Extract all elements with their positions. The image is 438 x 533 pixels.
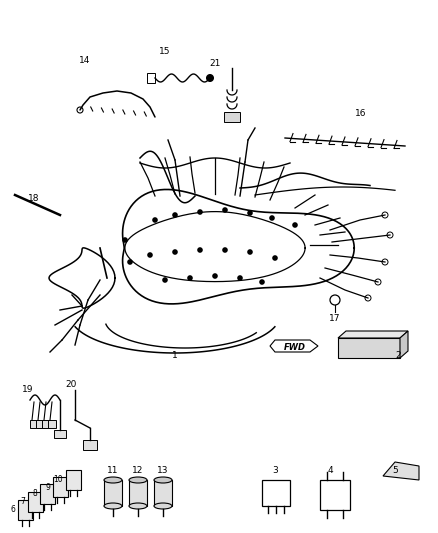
FancyBboxPatch shape <box>53 477 68 497</box>
Circle shape <box>172 249 178 255</box>
Text: 1: 1 <box>172 351 178 359</box>
Circle shape <box>172 212 178 218</box>
FancyBboxPatch shape <box>42 420 50 428</box>
FancyBboxPatch shape <box>40 484 55 504</box>
FancyBboxPatch shape <box>262 480 290 506</box>
Circle shape <box>197 209 203 215</box>
Text: 7: 7 <box>20 497 25 506</box>
Text: 15: 15 <box>159 47 171 56</box>
Text: 14: 14 <box>79 56 91 65</box>
FancyBboxPatch shape <box>18 500 33 520</box>
Circle shape <box>237 275 243 281</box>
Text: 5: 5 <box>392 466 398 475</box>
FancyBboxPatch shape <box>36 420 44 428</box>
Circle shape <box>162 277 168 283</box>
FancyBboxPatch shape <box>66 470 81 490</box>
Circle shape <box>127 259 133 265</box>
Ellipse shape <box>129 477 147 483</box>
Text: 4: 4 <box>327 466 333 475</box>
Ellipse shape <box>104 477 122 483</box>
Circle shape <box>212 273 218 279</box>
FancyBboxPatch shape <box>54 430 66 438</box>
FancyBboxPatch shape <box>147 73 155 83</box>
FancyBboxPatch shape <box>28 492 43 512</box>
Circle shape <box>152 217 158 223</box>
Ellipse shape <box>154 503 172 509</box>
Circle shape <box>259 279 265 285</box>
Circle shape <box>197 247 203 253</box>
Text: 16: 16 <box>355 109 367 118</box>
Text: 19: 19 <box>22 385 33 394</box>
Text: 18: 18 <box>28 194 39 203</box>
Polygon shape <box>338 331 408 338</box>
Polygon shape <box>383 462 419 480</box>
Circle shape <box>122 237 128 243</box>
Circle shape <box>222 247 228 253</box>
Text: 21: 21 <box>209 59 221 68</box>
Polygon shape <box>400 331 408 358</box>
FancyBboxPatch shape <box>154 480 172 506</box>
Text: 12: 12 <box>132 466 144 475</box>
Circle shape <box>272 255 278 261</box>
Circle shape <box>222 207 228 213</box>
FancyBboxPatch shape <box>320 480 350 510</box>
Polygon shape <box>270 340 318 352</box>
Ellipse shape <box>154 477 172 483</box>
Text: 20: 20 <box>65 380 76 389</box>
Circle shape <box>147 252 153 258</box>
FancyBboxPatch shape <box>83 440 97 450</box>
Text: 17: 17 <box>329 314 341 323</box>
Ellipse shape <box>129 503 147 509</box>
FancyBboxPatch shape <box>224 112 240 122</box>
FancyBboxPatch shape <box>129 480 147 506</box>
Text: 3: 3 <box>272 466 278 475</box>
Text: 9: 9 <box>45 482 50 491</box>
FancyBboxPatch shape <box>30 420 38 428</box>
Text: 10: 10 <box>53 475 63 484</box>
Circle shape <box>292 222 298 228</box>
Circle shape <box>269 215 275 221</box>
FancyBboxPatch shape <box>48 420 56 428</box>
Circle shape <box>247 249 253 255</box>
FancyBboxPatch shape <box>338 338 400 358</box>
Text: 8: 8 <box>32 489 37 498</box>
Circle shape <box>187 275 193 281</box>
Text: 2: 2 <box>395 351 401 359</box>
Circle shape <box>247 210 253 216</box>
Text: 13: 13 <box>157 466 169 475</box>
FancyBboxPatch shape <box>104 480 122 506</box>
Ellipse shape <box>104 503 122 509</box>
Text: 6: 6 <box>10 505 15 514</box>
Text: 11: 11 <box>107 466 119 475</box>
Circle shape <box>206 75 213 82</box>
Text: FWD: FWD <box>284 343 306 351</box>
